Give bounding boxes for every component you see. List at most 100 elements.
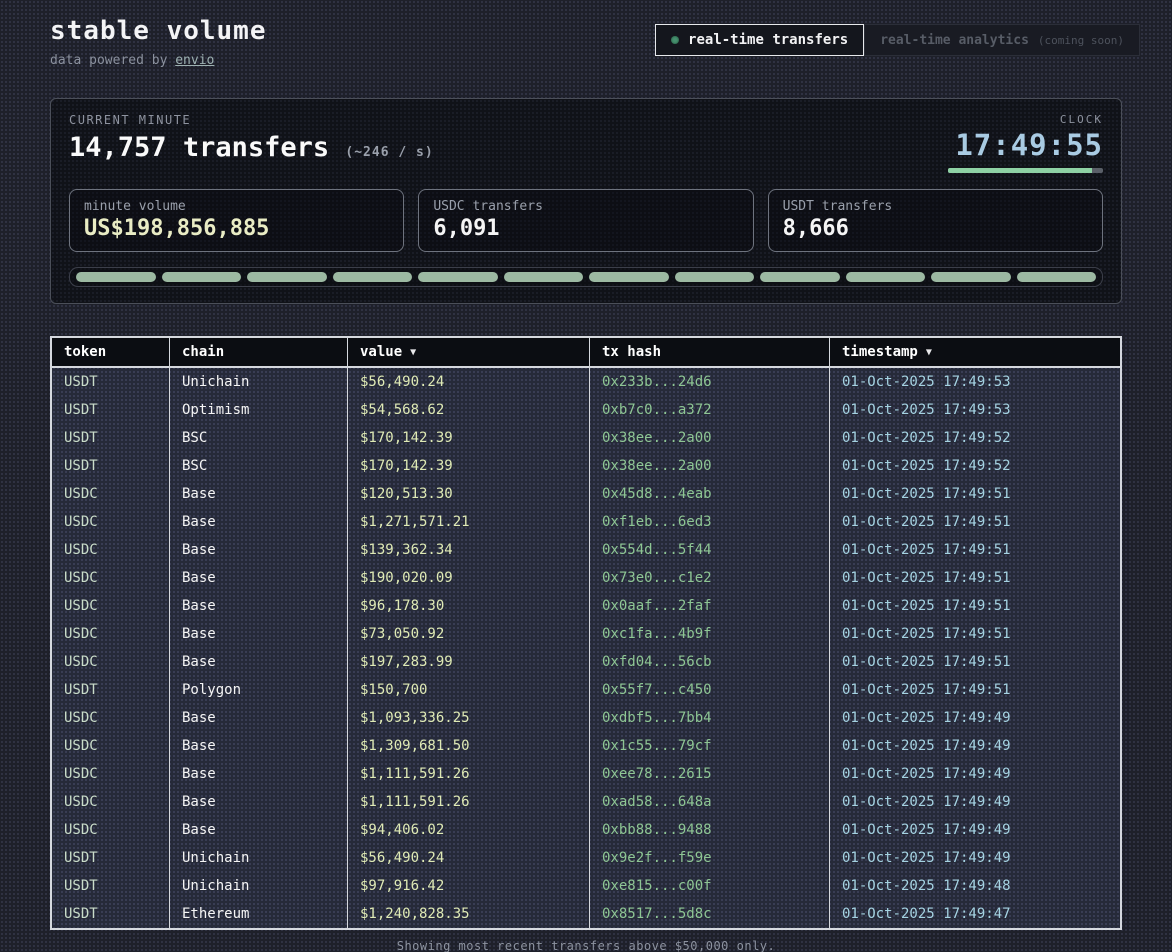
cell-token: USDC xyxy=(52,564,170,592)
stat-boxes: minute volume US$198,856,885 USDC transf… xyxy=(69,189,1103,252)
cell-value: $73,050.92 xyxy=(348,620,590,648)
cell-timestamp: 01-Oct-2025 17:49:51 xyxy=(830,620,1120,648)
cell-value: $170,142.39 xyxy=(348,424,590,452)
cell-token: USDT xyxy=(52,900,170,928)
cell-hash[interactable]: 0xfd04...56cb xyxy=(590,648,830,676)
cell-timestamp: 01-Oct-2025 17:49:51 xyxy=(830,480,1120,508)
cell-hash[interactable]: 0xe815...c00f xyxy=(590,872,830,900)
subtitle: data powered by envio xyxy=(50,53,267,68)
table-row: USDCBase$96,178.300x0aaf...2faf01-Oct-20… xyxy=(52,592,1120,620)
clock-progress-fill xyxy=(948,168,1092,173)
table-row: USDTUnichain$56,490.240x233b...24d601-Oc… xyxy=(52,368,1120,396)
cell-chain: Base xyxy=(170,732,348,760)
cell-value: $94,406.02 xyxy=(348,816,590,844)
clock-progress-bar xyxy=(948,168,1103,173)
table-row: USDCBase$197,283.990xfd04...56cb01-Oct-2… xyxy=(52,648,1120,676)
cell-value: $1,271,571.21 xyxy=(348,508,590,536)
table-row: USDCBase$1,111,591.260xad58...648a01-Oct… xyxy=(52,788,1120,816)
cell-hash[interactable]: 0x38ee...2a00 xyxy=(590,452,830,480)
stats-panel: CURRENT MINUTE 14,757 transfers (~246 / … xyxy=(50,98,1122,304)
column-header-value[interactable]: value▼ xyxy=(348,338,590,366)
cell-timestamp: 01-Oct-2025 17:49:49 xyxy=(830,704,1120,732)
cell-chain: Polygon xyxy=(170,676,348,704)
cell-token: USDC xyxy=(52,508,170,536)
cell-chain: Base xyxy=(170,788,348,816)
minute-progress-segment xyxy=(760,272,840,282)
minute-progress-segment xyxy=(76,272,156,282)
stat-box-usdt-transfers: USDT transfers 8,666 xyxy=(768,189,1103,252)
cell-timestamp: 01-Oct-2025 17:49:49 xyxy=(830,816,1120,844)
cell-hash[interactable]: 0x554d...5f44 xyxy=(590,536,830,564)
table-row: USDCBase$1,093,336.250xdbf5...7bb401-Oct… xyxy=(52,704,1120,732)
cell-value: $190,020.09 xyxy=(348,564,590,592)
cell-hash[interactable]: 0x8517...5d8c xyxy=(590,900,830,928)
minute-progress-segment xyxy=(247,272,327,282)
cell-hash[interactable]: 0xdbf5...7bb4 xyxy=(590,704,830,732)
envio-link[interactable]: envio xyxy=(175,53,214,68)
cell-chain: Unichain xyxy=(170,844,348,872)
cell-token: USDT xyxy=(52,396,170,424)
cell-timestamp: 01-Oct-2025 17:49:47 xyxy=(830,900,1120,928)
cell-hash[interactable]: 0xad58...648a xyxy=(590,788,830,816)
transfers-rate: (~246 / s) xyxy=(345,145,433,160)
cell-hash[interactable]: 0xb7c0...a372 xyxy=(590,396,830,424)
table-row: USDTBSC$170,142.390x38ee...2a0001-Oct-20… xyxy=(52,452,1120,480)
column-header-hash: tx hash xyxy=(590,338,830,366)
cell-chain: Ethereum xyxy=(170,900,348,928)
transfers-table: tokenchainvalue▼tx hashtimestamp▼ USDTUn… xyxy=(50,336,1122,930)
cell-hash[interactable]: 0xf1eb...6ed3 xyxy=(590,508,830,536)
cell-hash[interactable]: 0x0aaf...2faf xyxy=(590,592,830,620)
table-row: USDCBase$1,309,681.500x1c55...79cf01-Oct… xyxy=(52,732,1120,760)
cell-hash[interactable]: 0xee78...2615 xyxy=(590,760,830,788)
cell-chain: Base xyxy=(170,508,348,536)
cell-timestamp: 01-Oct-2025 17:49:49 xyxy=(830,844,1120,872)
stat-label: USDC transfers xyxy=(433,199,738,214)
cell-hash[interactable]: 0x38ee...2a00 xyxy=(590,424,830,452)
cell-token: USDT xyxy=(52,676,170,704)
cell-hash[interactable]: 0xbb88...9488 xyxy=(590,816,830,844)
cell-timestamp: 01-Oct-2025 17:49:49 xyxy=(830,732,1120,760)
cell-token: USDC xyxy=(52,536,170,564)
cell-chain: Base xyxy=(170,592,348,620)
cell-value: $170,142.39 xyxy=(348,452,590,480)
table-row: USDTEthereum$1,240,828.350x8517...5d8c01… xyxy=(52,900,1120,928)
cell-hash[interactable]: 0x1c55...79cf xyxy=(590,732,830,760)
column-header-timestamp[interactable]: timestamp▼ xyxy=(830,338,1120,366)
table-row: USDTOptimism$54,568.620xb7c0...a37201-Oc… xyxy=(52,396,1120,424)
table-body: USDTUnichain$56,490.240x233b...24d601-Oc… xyxy=(52,368,1120,928)
cell-value: $56,490.24 xyxy=(348,844,590,872)
title-block: stable volume data powered by envio xyxy=(50,16,267,68)
cell-token: USDT xyxy=(52,424,170,452)
cell-timestamp: 01-Oct-2025 17:49:53 xyxy=(830,368,1120,396)
subtitle-text: data powered by xyxy=(50,53,175,68)
table-row: USDTUnichain$97,916.420xe815...c00f01-Oc… xyxy=(52,872,1120,900)
cell-token: USDC xyxy=(52,620,170,648)
coming-soon-badge: (coming soon) xyxy=(1038,34,1124,47)
cell-value: $1,111,591.26 xyxy=(348,760,590,788)
table-row: USDCBase$1,271,571.210xf1eb...6ed301-Oct… xyxy=(52,508,1120,536)
column-header-token: token xyxy=(52,338,170,366)
column-label: token xyxy=(64,344,106,360)
page: stable volume data powered by envio real… xyxy=(0,0,1172,952)
table-row: USDTUnichain$56,490.240x9e2f...f59e01-Oc… xyxy=(52,844,1120,872)
cell-hash[interactable]: 0x73e0...c1e2 xyxy=(590,564,830,592)
tab-realtime-transfers[interactable]: real-time transfers xyxy=(655,24,864,56)
cell-token: USDC xyxy=(52,704,170,732)
cell-token: USDT xyxy=(52,452,170,480)
cell-hash[interactable]: 0x233b...24d6 xyxy=(590,368,830,396)
column-label: value xyxy=(360,344,402,360)
cell-hash[interactable]: 0x55f7...c450 xyxy=(590,676,830,704)
cell-hash[interactable]: 0x9e2f...f59e xyxy=(590,844,830,872)
clock-block: CLOCK 17:49:55 xyxy=(948,113,1103,173)
minute-progress-segment xyxy=(589,272,669,282)
column-label: timestamp xyxy=(842,344,918,360)
cell-timestamp: 01-Oct-2025 17:49:49 xyxy=(830,788,1120,816)
cell-hash[interactable]: 0xc1fa...4b9f xyxy=(590,620,830,648)
minute-progress-segment xyxy=(1017,272,1097,282)
tab-realtime-analytics[interactable]: real-time analytics (coming soon) xyxy=(864,24,1140,56)
column-label: chain xyxy=(182,344,224,360)
cell-hash[interactable]: 0x45d8...4eab xyxy=(590,480,830,508)
stat-value: 6,091 xyxy=(433,216,738,241)
cell-value: $96,178.30 xyxy=(348,592,590,620)
cell-value: $54,568.62 xyxy=(348,396,590,424)
